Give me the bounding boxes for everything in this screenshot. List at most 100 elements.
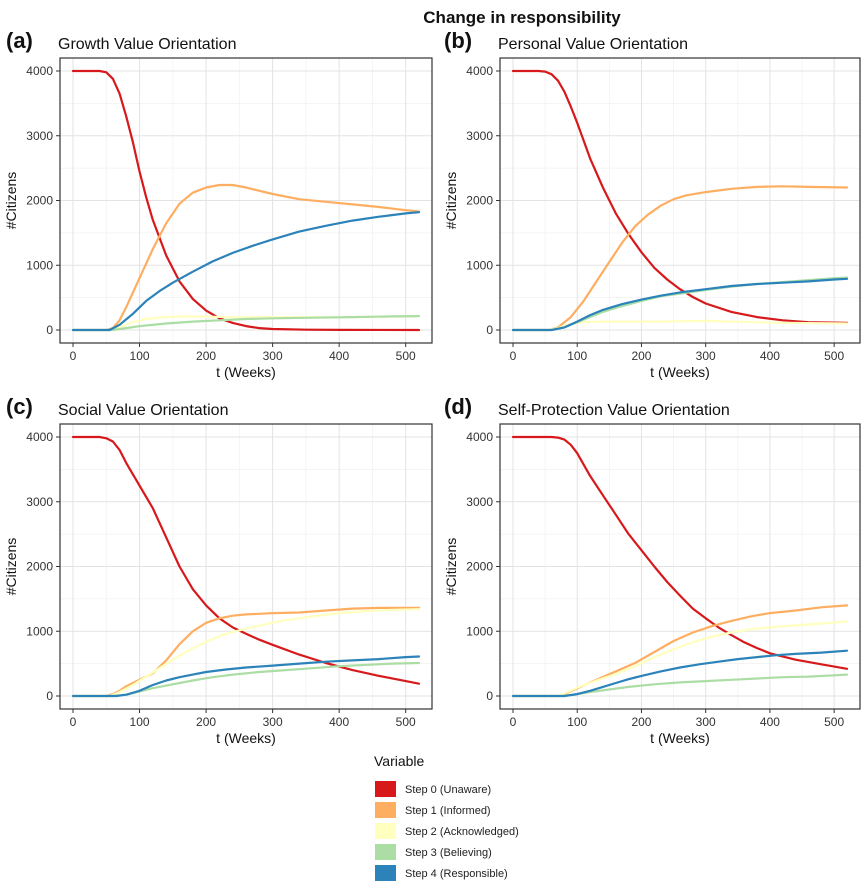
legend-title: Variable: [374, 753, 425, 769]
legend-swatch: [375, 823, 396, 839]
y-axis-label: #Citizens: [443, 538, 459, 596]
x-tick-label: 0: [70, 715, 77, 729]
series-line-unaware: [71, 435, 421, 685]
series-line-unaware: [71, 69, 421, 332]
series-line-informed: [71, 606, 421, 698]
y-tick-label: 3000: [26, 129, 53, 143]
series-line-informed: [511, 185, 849, 332]
panel-title: Self-Protection Value Orientation: [498, 402, 730, 419]
series-line-acknowledged: [71, 608, 421, 698]
x-tick-label: 300: [696, 715, 716, 729]
plot-frame: [59, 57, 433, 344]
panel-letter: (a): [6, 28, 33, 53]
y-tick-label: 2000: [466, 194, 493, 208]
panel-letter: (c): [6, 394, 33, 419]
y-axis-label: #Citizens: [3, 538, 19, 596]
series-line-responsible: [71, 211, 421, 332]
chart-panel: (b) Personal Value Orientation 0 100 200 300 4…: [443, 28, 861, 380]
y-tick-label: 4000: [466, 430, 493, 444]
panel-title: Personal Value Orientation: [498, 36, 688, 53]
x-tick-label: 100: [567, 349, 587, 363]
y-axis-label: #Citizens: [3, 172, 19, 230]
x-tick-label: 200: [631, 715, 651, 729]
x-tick-label: 400: [329, 715, 349, 729]
y-tick-label: 2000: [466, 560, 493, 574]
legend-label: Step 4 (Responsible): [405, 868, 508, 880]
legend-label: Step 0 (Unaware): [405, 784, 491, 796]
x-tick-label: 0: [510, 715, 517, 729]
panel-letter: (b): [444, 28, 472, 53]
chart-panel: (c) Social Value Orientation 0 100 200 300 400…: [3, 394, 433, 746]
legend-swatch: [375, 802, 396, 818]
plot-frame: [59, 423, 433, 710]
x-tick-label: 400: [760, 715, 780, 729]
y-tick-label: 2000: [26, 194, 53, 208]
y-tick-label: 0: [46, 689, 53, 703]
x-tick-label: 100: [130, 715, 150, 729]
series-line-informed: [71, 183, 421, 332]
x-tick-label: 200: [631, 349, 651, 363]
x-tick-label: 300: [263, 715, 283, 729]
panel-title: Growth Value Orientation: [58, 36, 236, 53]
y-tick-label: 3000: [466, 129, 493, 143]
y-tick-label: 1000: [26, 258, 53, 272]
x-tick-label: 0: [510, 349, 517, 363]
chart-panel: (d) Self-Protection Value Orientation 0 100…: [443, 394, 861, 746]
y-tick-label: 0: [486, 323, 493, 337]
series-line-unaware: [511, 435, 849, 670]
legend-label: Step 1 (Informed): [405, 805, 491, 817]
chart-panel: (a) Growth Value Orientation 0 100 200 300 400…: [3, 28, 433, 380]
x-tick-label: 0: [70, 349, 77, 363]
x-tick-label: 300: [263, 349, 283, 363]
legend: Variable Step 0 (Unaware) Step 1 (Informe…: [374, 753, 519, 881]
plot-frame: [499, 423, 861, 710]
series-line-responsible: [71, 655, 421, 698]
series-line-responsible: [511, 277, 849, 332]
x-tick-label: 100: [130, 349, 150, 363]
x-tick-label: 100: [567, 715, 587, 729]
x-axis-label: t (Weeks): [650, 364, 710, 380]
x-tick-label: 500: [824, 715, 844, 729]
x-axis-label: t (Weeks): [216, 364, 276, 380]
y-tick-label: 1000: [466, 258, 493, 272]
y-tick-label: 4000: [466, 64, 493, 78]
y-tick-label: 0: [46, 323, 53, 337]
figure-title: Change in responsibility: [423, 8, 621, 27]
x-axis-label: t (Weeks): [650, 730, 710, 746]
x-axis-label: t (Weeks): [216, 730, 276, 746]
x-tick-label: 200: [196, 715, 216, 729]
plot-frame: [499, 57, 861, 344]
series-line-responsible: [511, 649, 849, 698]
x-tick-label: 500: [396, 715, 416, 729]
series-line-acknowledged: [511, 620, 849, 698]
series-group: [511, 69, 849, 332]
legend-label: Step 2 (Acknowledged): [405, 826, 519, 838]
x-tick-label: 300: [696, 349, 716, 363]
legend-swatch: [375, 781, 396, 797]
series-line-believing: [71, 315, 421, 332]
y-axis-label: #Citizens: [443, 172, 459, 230]
panel-letter: (d): [444, 394, 472, 419]
series-group: [71, 435, 421, 698]
y-tick-label: 3000: [466, 495, 493, 509]
y-tick-label: 3000: [26, 495, 53, 509]
series-group: [71, 69, 421, 332]
y-tick-label: 2000: [26, 560, 53, 574]
legend-swatch: [375, 844, 396, 860]
y-tick-label: 1000: [466, 624, 493, 638]
x-tick-label: 400: [760, 349, 780, 363]
y-tick-label: 4000: [26, 64, 53, 78]
panel-title: Social Value Orientation: [58, 402, 228, 419]
legend-swatch: [375, 865, 396, 881]
x-tick-label: 500: [396, 349, 416, 363]
x-tick-label: 200: [196, 349, 216, 363]
y-tick-label: 0: [486, 689, 493, 703]
panels: (a) Growth Value Orientation 0 100 200 300 400…: [3, 28, 861, 746]
y-tick-label: 1000: [26, 624, 53, 638]
y-tick-label: 4000: [26, 430, 53, 444]
series-group: [511, 435, 849, 698]
x-tick-label: 500: [824, 349, 844, 363]
x-tick-label: 400: [329, 349, 349, 363]
legend-label: Step 3 (Believing): [405, 847, 492, 859]
